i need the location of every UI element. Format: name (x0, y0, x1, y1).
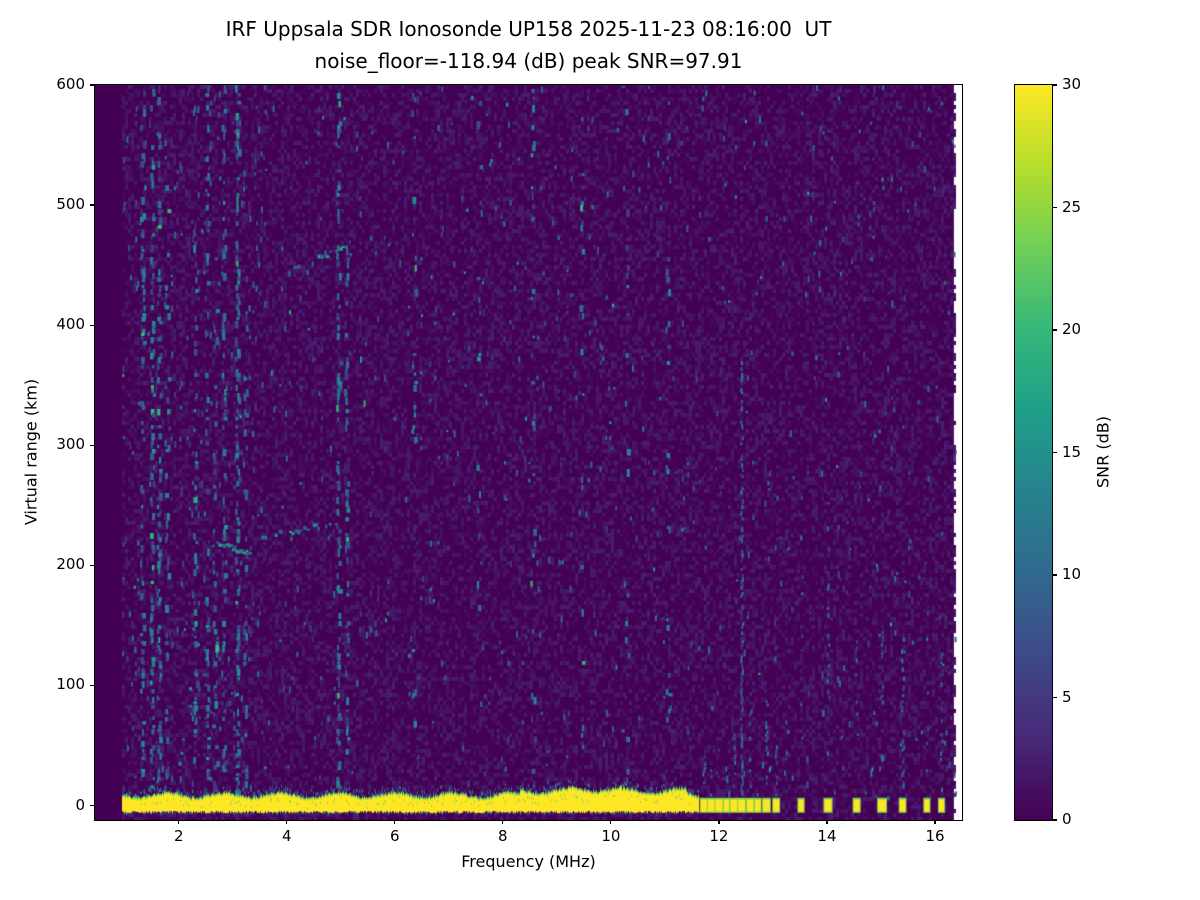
x-tick-mark (178, 820, 180, 824)
x-tick-label: 16 (925, 827, 945, 845)
colorbar-tick-label: 20 (1062, 320, 1082, 338)
colorbar-tick-mark (1053, 574, 1057, 576)
x-tick-mark (286, 820, 288, 824)
x-tick-mark (826, 820, 828, 824)
colorbar-tick-mark (1053, 329, 1057, 331)
x-tick-label: 4 (281, 827, 292, 845)
x-tick-mark (394, 820, 396, 824)
y-tick-label: 400 (56, 315, 85, 334)
y-tick-mark (90, 564, 94, 566)
colorbar-tick-label: 25 (1062, 197, 1082, 216)
y-tick-mark (90, 684, 94, 687)
x-tick-mark (934, 820, 936, 824)
chart-subtitle: noise_floor=-118.94 (dB) peak SNR=97.91 (314, 49, 743, 73)
colorbar-tick-label: 5 (1062, 687, 1072, 706)
x-tick-label: 2 (173, 827, 184, 845)
y-tick-label: 200 (56, 555, 85, 574)
y-tick-label: 100 (56, 675, 85, 694)
colorbar (1015, 85, 1052, 820)
colorbar-tick-label: 15 (1062, 442, 1082, 461)
colorbar-tick-mark (1053, 206, 1057, 209)
colorbar-tick-mark (1053, 451, 1057, 454)
x-tick-label: 12 (709, 827, 729, 845)
x-tick-label: 10 (601, 827, 621, 845)
colorbar-label: SNR (dB) (1093, 416, 1113, 488)
y-tick-label: 300 (56, 435, 85, 454)
x-tick-label: 6 (390, 827, 400, 845)
x-axis-label: Frequency (MHz) (461, 852, 596, 871)
x-tick-mark (502, 820, 504, 824)
colorbar-tick-label: 10 (1062, 565, 1082, 583)
colorbar-tick-mark (1053, 84, 1057, 86)
colorbar-tick-mark (1053, 819, 1057, 821)
x-tick-mark (718, 820, 720, 824)
colorbar-tick-label: 30 (1062, 75, 1082, 93)
colorbar-tick-mark (1053, 696, 1057, 699)
x-tick-label: 14 (817, 827, 837, 845)
y-tick-mark (90, 84, 94, 86)
colorbar-tick-label: 0 (1062, 810, 1072, 828)
y-tick-label: 0 (75, 795, 85, 814)
x-tick-mark (610, 820, 612, 824)
y-tick-mark (90, 324, 94, 326)
y-tick-mark (90, 444, 94, 446)
chart-title: IRF Uppsala SDR Ionosonde UP158 2025-11-… (225, 17, 832, 41)
y-tick-label: 500 (56, 195, 85, 214)
ionogram-heatmap (95, 85, 962, 820)
y-tick-label: 600 (56, 75, 85, 93)
x-tick-label: 8 (498, 827, 508, 845)
y-tick-mark (90, 804, 94, 807)
y-tick-mark (90, 204, 94, 206)
